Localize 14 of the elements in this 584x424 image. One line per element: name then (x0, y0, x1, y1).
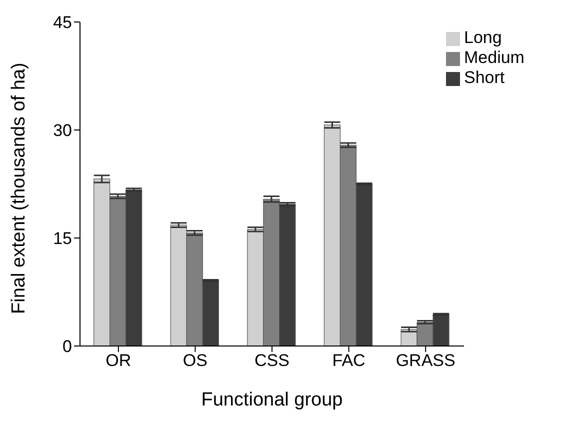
y-tick-label: 45 (53, 13, 72, 32)
x-axis-title: Functional group (201, 389, 343, 410)
y-axis-title: Final extent (thousands of ha) (8, 62, 30, 314)
x-tick-label: FAC (332, 351, 366, 370)
y-tick-label: 15 (53, 229, 72, 248)
x-tick-label: GRASS (396, 351, 456, 370)
y-tick-label: 30 (53, 121, 72, 140)
x-tick-label: OS (182, 351, 208, 370)
x-tick-label: CSS (254, 351, 290, 370)
legend-label: Medium (464, 48, 524, 67)
x-tick-label: OR (106, 351, 132, 370)
y-tick-label: 0 (62, 337, 72, 356)
legend-label: Long (464, 28, 502, 47)
legend-label: Short (464, 68, 505, 87)
